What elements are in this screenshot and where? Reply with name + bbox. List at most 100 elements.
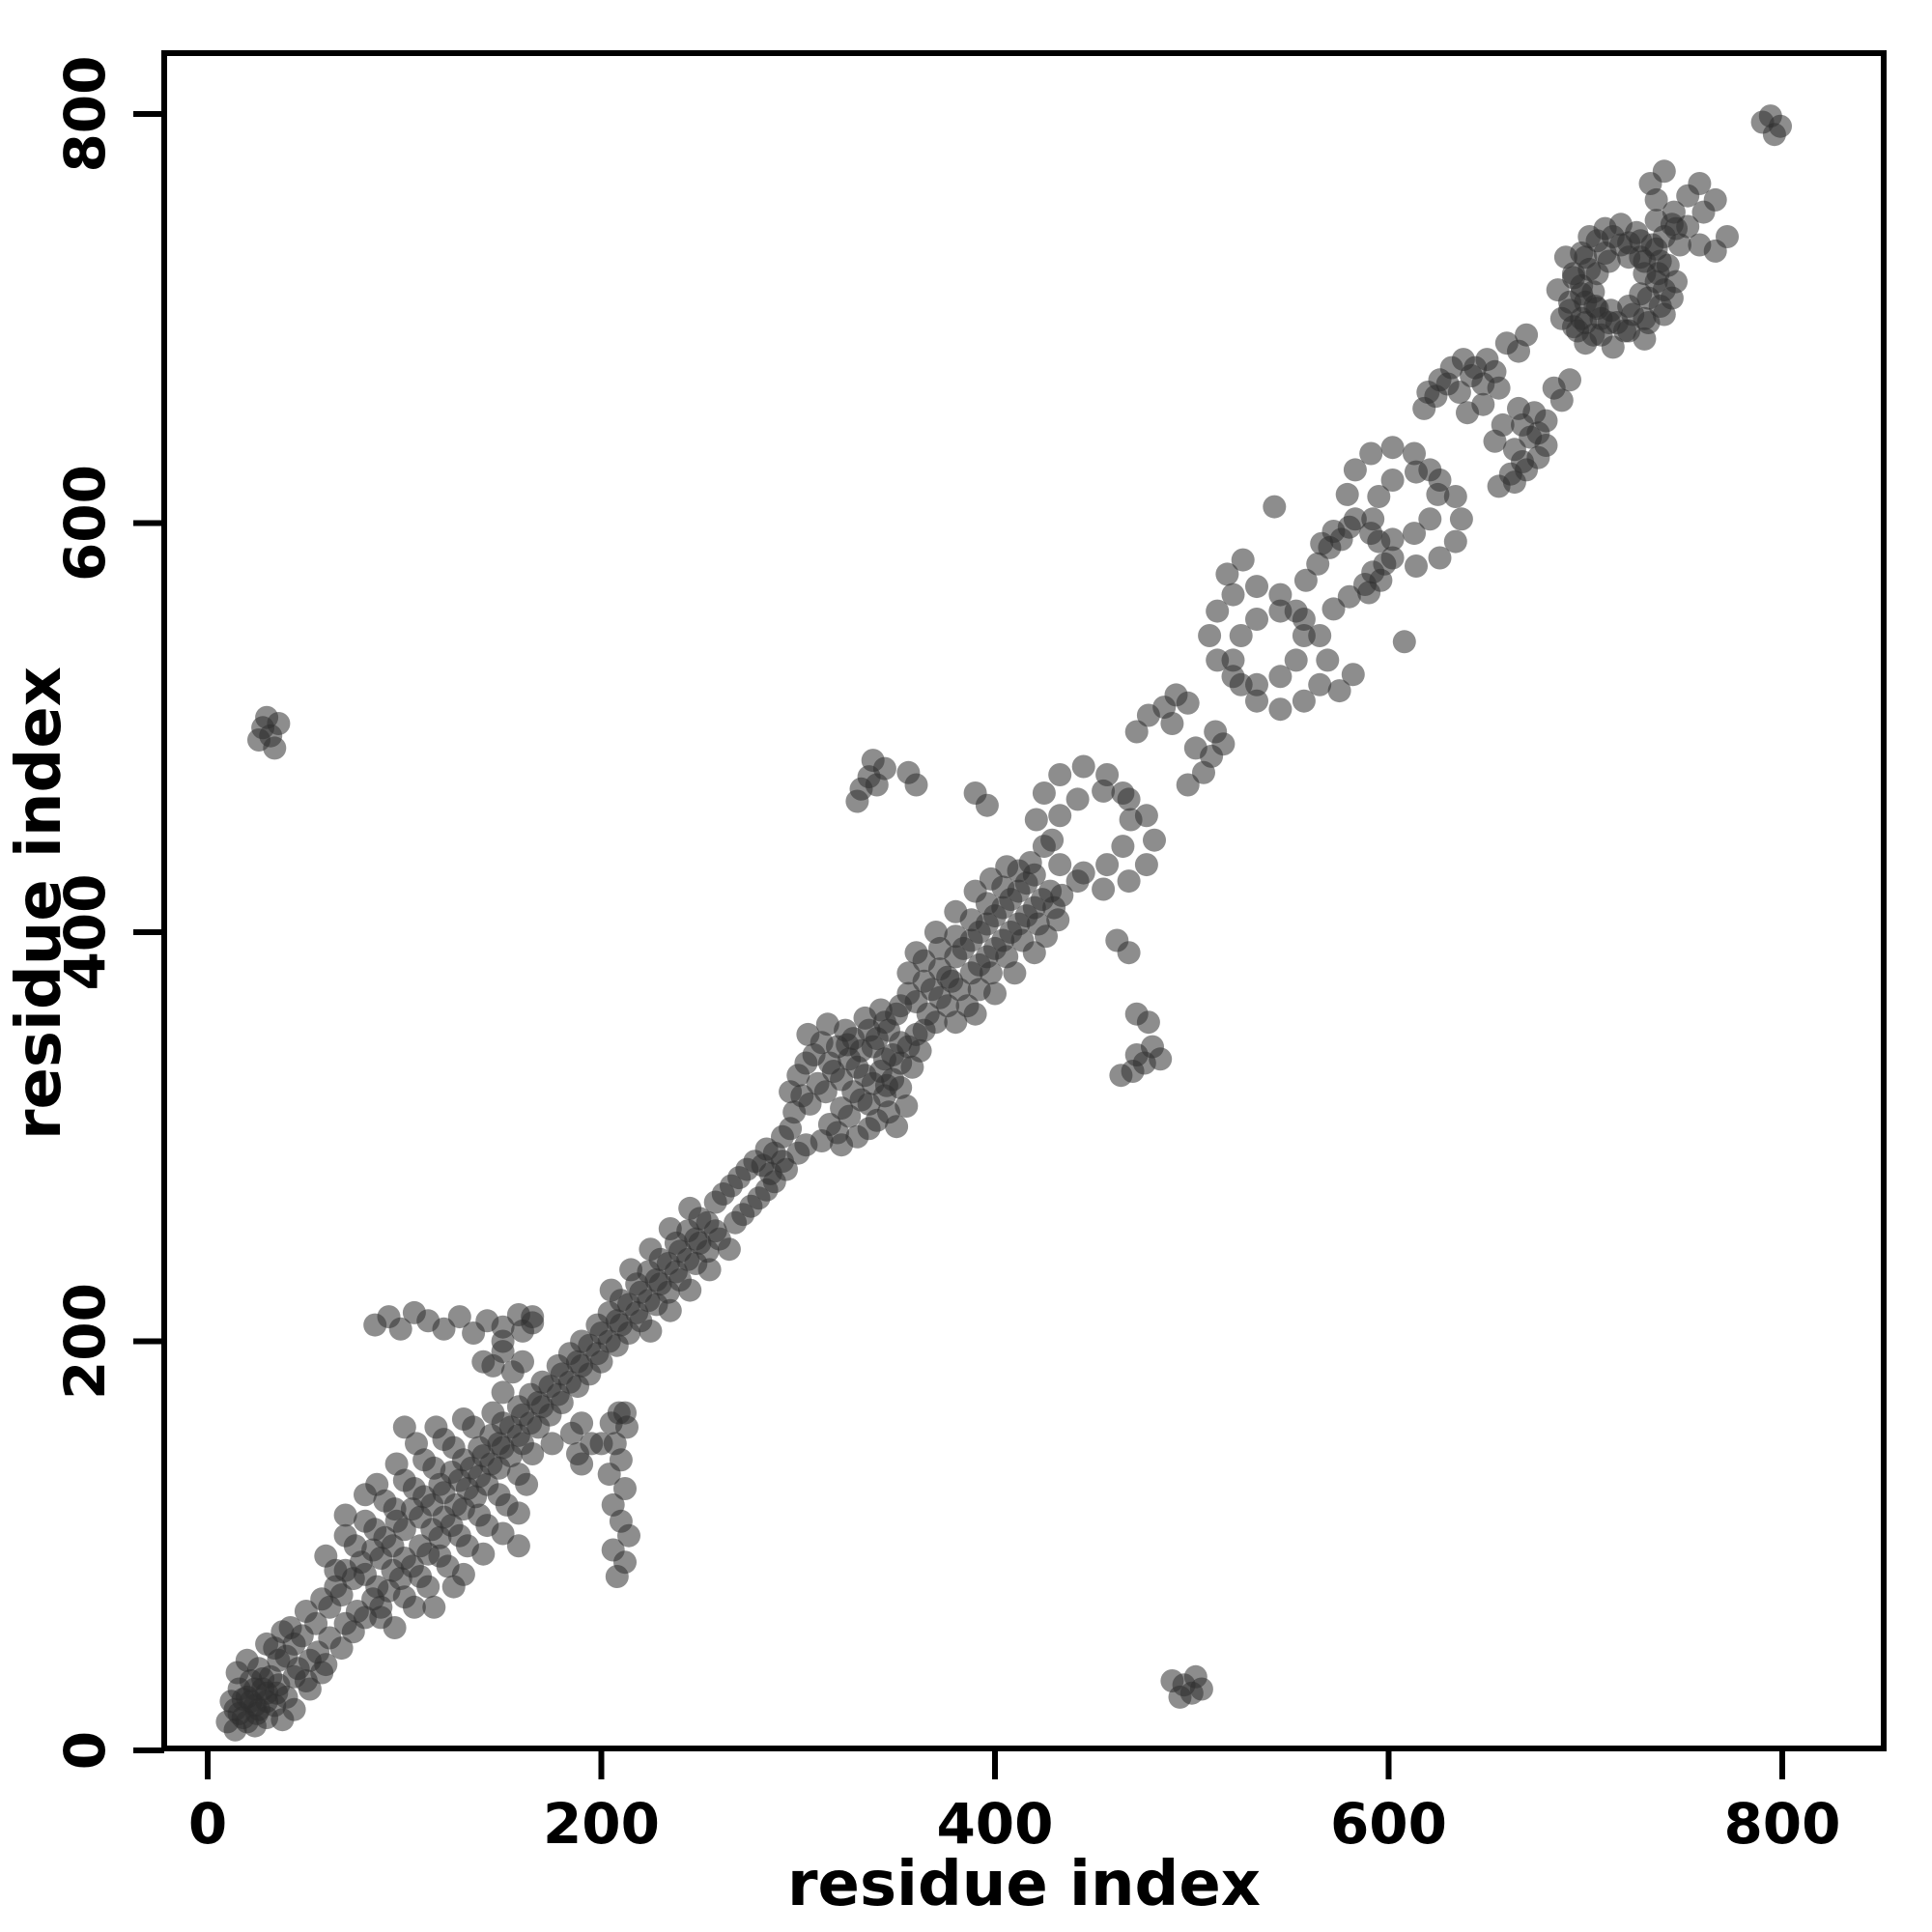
scatter-point [521,1442,545,1465]
scatter-point [1046,908,1070,932]
scatter-point [1703,187,1727,212]
scatter-point [895,1094,919,1118]
scatter-point [1293,568,1318,592]
scatter-point [619,1258,643,1282]
scatter-point [392,1518,416,1542]
scatter-point [1644,209,1668,233]
scatter-point [304,1611,328,1635]
scatter-point [1215,562,1239,586]
scatter-point [424,1415,448,1439]
scatter-point [255,1632,279,1656]
scatter-point [813,1080,838,1104]
scatter-point [857,1117,881,1141]
scatter-point [1229,672,1253,696]
scatter-point [1403,522,1426,546]
scatter-point [1343,507,1367,531]
scatter-point [432,1317,456,1341]
scatter-point [983,981,1007,1006]
scatter-point [1048,763,1072,786]
scatter-point [1644,187,1668,212]
scatter-point [1065,869,1090,894]
scatter-point [1018,851,1042,874]
scatter-point [557,1370,582,1394]
scatter-point [1515,323,1539,347]
scatter-point [1168,1685,1192,1709]
scatter-point [1688,233,1712,257]
scatter-point [392,1585,416,1609]
plot-frame [161,50,1887,1751]
scatter-point [1109,1064,1133,1088]
scatter-point [1292,608,1316,631]
scatter-point [1268,599,1293,623]
scatter-point [944,1010,968,1035]
scatter-point [1447,381,1471,404]
scatter-point [1562,266,1585,290]
scatter-point [354,1483,377,1507]
scatter-point [995,855,1019,879]
scatter-point [1613,319,1636,343]
scatter-point [1117,869,1141,894]
scatter-point [1392,630,1416,654]
scatter-point [462,1415,486,1439]
scatter-point [1231,548,1255,572]
scatter-point [392,1547,416,1570]
x-tick-label: 0 [188,1791,227,1857]
scatter-point [1662,200,1686,224]
scatter-point [676,1247,700,1271]
x-tick-label: 800 [1723,1791,1840,1857]
scatter-point [639,1237,663,1262]
scatter-point [318,1626,342,1650]
scatter-point [678,1196,702,1220]
scatter-point [388,1317,412,1341]
x-tick-label: 200 [543,1791,660,1857]
scatter-point [521,1311,545,1335]
scatter-point [861,749,885,773]
scatter-point [1183,1664,1208,1689]
scatter-point [1105,928,1129,952]
scatter-point [1367,485,1391,508]
scatter-point [1124,720,1149,744]
scatter-point [1553,245,1577,270]
scatter-point [270,1708,295,1732]
scatter-point [815,1012,839,1037]
scatter-point [1321,597,1346,621]
scatter-point [329,1583,354,1607]
scatter-point [1337,584,1361,609]
scatter-point [1198,624,1222,647]
scatter-point [703,1219,727,1243]
scatter-point [1048,853,1072,877]
scatter-point [916,1002,940,1026]
scatter-point [1577,225,1602,248]
y-tick-label: 200 [52,1283,118,1400]
scatter-point [1245,608,1268,631]
scatter-point [1380,546,1405,570]
scatter-point [1160,712,1184,735]
scatter-point [717,1237,741,1262]
scatter-point [688,1231,712,1255]
x-axis-label: residue index [787,1849,1261,1920]
scatter-point [345,1600,369,1623]
scatter-point [1095,853,1120,877]
scatter-point [244,1701,269,1725]
scatter-point [1443,529,1467,554]
scatter-point [944,899,968,923]
scatter-point [409,1534,433,1558]
scatter-point [428,1544,452,1568]
scatter-point [779,1080,803,1104]
x-tick-label: 400 [936,1791,1053,1857]
scatter-point [1176,773,1200,797]
scatter-point [1035,924,1058,949]
scatter-point [904,941,928,965]
scatter-point [1507,396,1530,420]
scatter-point [1268,665,1293,689]
scatter-point [1204,720,1228,744]
scatter-point [267,712,291,735]
scatter-point [1111,835,1135,859]
scatter-point [658,1217,682,1240]
scatter-point [1308,672,1332,696]
scatter-point [928,985,952,1009]
scatter-point [1048,804,1072,828]
scatter-point [1502,470,1526,495]
scatter-point [1065,787,1090,811]
scatter-point [1117,787,1141,811]
